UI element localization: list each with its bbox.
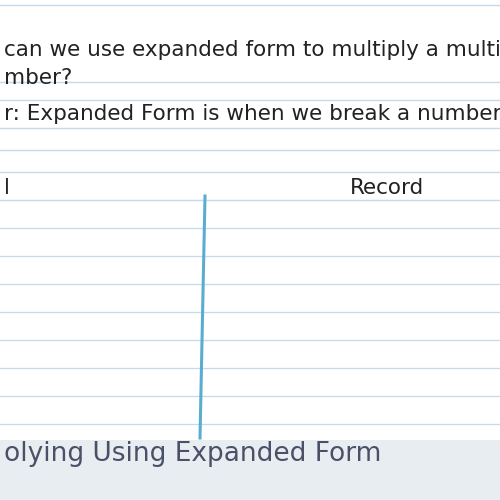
Text: l: l <box>4 178 10 198</box>
Bar <box>0 0 500 440</box>
Text: r: Expanded Form is when we break a number apart by: r: Expanded Form is when we break a numb… <box>4 104 500 124</box>
Text: Record: Record <box>350 178 424 198</box>
Bar <box>0 440 500 500</box>
Text: mber?: mber? <box>4 68 72 88</box>
Text: can we use expanded form to multiply a multi-digit numb: can we use expanded form to multiply a m… <box>4 40 500 60</box>
Text: olying Using Expanded Form: olying Using Expanded Form <box>4 441 382 467</box>
